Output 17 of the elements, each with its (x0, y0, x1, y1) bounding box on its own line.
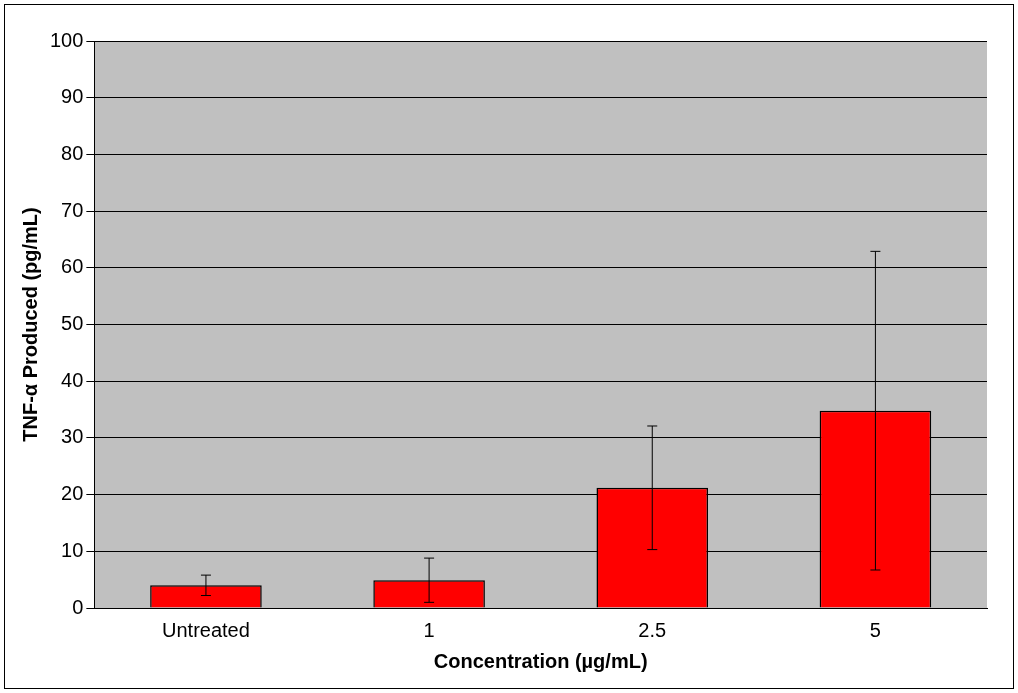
x-tick-label: 1 (423, 618, 435, 641)
y-tick-label: 90 (61, 85, 84, 108)
y-tick-label: 40 (61, 368, 84, 391)
y-axis-title: TNF-α Produced (pg/mL) (18, 207, 41, 442)
y-tick-label: 0 (72, 595, 84, 618)
y-tick-label: 100 (49, 28, 84, 51)
y-tick-label: 80 (61, 141, 84, 164)
y-tick-label: 60 (61, 255, 84, 278)
x-tick-label: 2.5 (638, 618, 667, 641)
y-tick-label: 30 (61, 425, 84, 448)
x-tick-label: Untreated (162, 618, 250, 641)
y-tick-label: 20 (61, 482, 84, 505)
x-axis-title: Concentration (µg/mL) (433, 649, 648, 672)
y-tick-label: 70 (61, 198, 84, 221)
x-tick-label: 5 (869, 618, 881, 641)
y-tick-label: 10 (61, 538, 84, 561)
y-tick-label: 50 (61, 312, 84, 335)
